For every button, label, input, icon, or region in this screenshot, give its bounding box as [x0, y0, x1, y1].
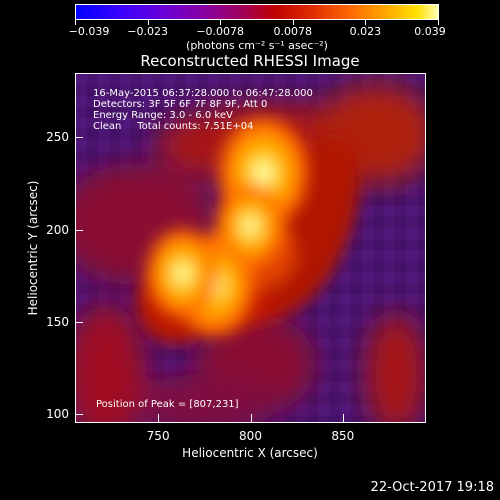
y-axis-label: Heliocentric Y (arcsec)	[26, 180, 40, 316]
peak-position-text: Position of Peak = [807,231]	[96, 399, 239, 410]
image-plot-area: 16-May-2015 06:37:28.000 to 06:47:28.000…	[75, 73, 426, 423]
x-axis-label: Heliocentric X (arcsec)	[182, 446, 318, 460]
y-tick	[75, 321, 83, 323]
colorbar-tick	[365, 20, 367, 25]
source-blob	[243, 217, 258, 235]
colorbar-tick-label: −0.023	[127, 25, 168, 38]
info-line-detectors: Detectors: 3F 5F 6F 7F 8F 9F, Att 0	[93, 99, 268, 110]
colorbar-tick	[292, 20, 294, 25]
y-tick	[75, 137, 83, 139]
info-line-energy: Energy Range: 3.0 - 6.0 keV	[93, 110, 233, 121]
y-tick-label: 100	[46, 406, 69, 421]
hx-sources	[147, 117, 308, 336]
colorbar-tick-label: 0.023	[349, 25, 382, 38]
y-tick-label: 200	[46, 222, 69, 237]
timestamp: 22-Oct-2017 19:18	[370, 480, 494, 495]
source-blob	[175, 264, 190, 283]
colorbar-tick	[220, 20, 222, 25]
colorbar-units: (photons cm⁻² s⁻¹ asec⁻²)	[186, 39, 328, 52]
heatmap-canvas	[76, 74, 425, 422]
y-tick	[75, 229, 83, 231]
colorbar	[75, 4, 439, 20]
colorbar-tick-label: 0.0078	[273, 25, 313, 38]
x-tick-label: 750	[146, 429, 170, 443]
y-tick	[75, 413, 83, 415]
colorbar-tick-label: 0.039	[414, 25, 446, 38]
x-tick	[158, 414, 160, 422]
x-tick-label: 800	[239, 429, 262, 443]
x-tick	[250, 414, 252, 422]
colorbar-tick	[438, 20, 439, 25]
plot-title: Reconstructed RHESSI Image	[140, 52, 360, 70]
info-line-counts: Clean Total counts: 7.51E+04	[93, 121, 254, 132]
colorbar-tick	[147, 20, 149, 25]
x-tick-label: 850	[331, 429, 355, 443]
colorbar-tick-label: −0.039	[68, 25, 110, 38]
source-blob	[254, 161, 273, 185]
info-line-time: 16-May-2015 06:37:28.000 to 06:47:28.000	[93, 88, 313, 99]
y-tick-label: 250	[46, 130, 69, 145]
x-tick	[342, 414, 344, 422]
colorbar-tick-label: −0.0078	[196, 25, 245, 38]
colorbar-tick	[75, 20, 76, 25]
y-tick-label: 150	[46, 314, 69, 329]
